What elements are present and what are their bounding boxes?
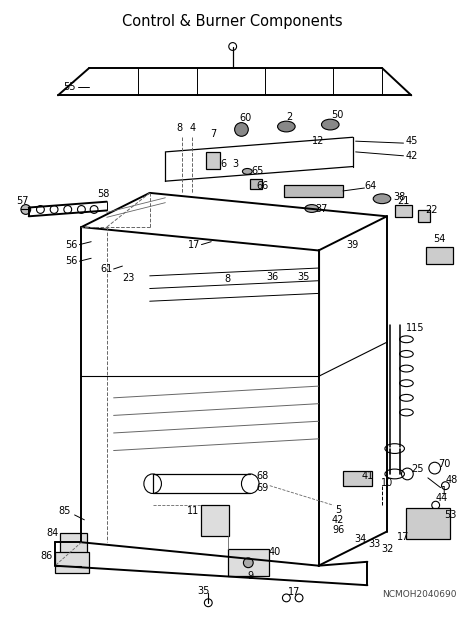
Text: 84: 84 [46, 528, 58, 538]
Text: 58: 58 [97, 189, 109, 199]
Text: 56: 56 [65, 239, 78, 250]
Text: 64: 64 [364, 181, 376, 191]
Bar [60, 533, 87, 554]
Bar [228, 549, 269, 577]
Ellipse shape [321, 119, 339, 130]
Text: 70: 70 [438, 459, 451, 469]
Text: 9: 9 [247, 572, 253, 582]
Ellipse shape [373, 194, 391, 203]
Bar [206, 152, 220, 169]
Text: 68: 68 [257, 471, 269, 481]
Bar [250, 179, 262, 189]
Text: 45: 45 [405, 136, 418, 146]
Text: 6: 6 [221, 159, 227, 169]
Text: 23: 23 [122, 273, 135, 283]
Text: 32: 32 [382, 544, 394, 554]
Text: 41: 41 [361, 471, 374, 481]
Text: 10: 10 [381, 478, 393, 488]
Text: 36: 36 [266, 272, 279, 282]
Text: 56: 56 [65, 256, 78, 266]
Text: 8: 8 [176, 123, 182, 133]
Text: 8: 8 [225, 274, 231, 284]
Text: 39: 39 [346, 239, 359, 250]
Circle shape [21, 205, 31, 215]
Bar [343, 471, 372, 485]
Text: 53: 53 [444, 510, 456, 520]
Text: 50: 50 [331, 110, 343, 120]
Text: Control & Burner Components: Control & Burner Components [122, 14, 343, 29]
Text: 40: 40 [269, 547, 281, 557]
Text: 3: 3 [233, 159, 239, 169]
Text: 86: 86 [40, 551, 53, 561]
Text: 38: 38 [393, 192, 406, 202]
Text: 22: 22 [426, 205, 438, 216]
Ellipse shape [305, 205, 319, 213]
Bar [284, 185, 343, 197]
Text: 7: 7 [210, 130, 216, 140]
Text: 37: 37 [315, 203, 328, 213]
Text: 5: 5 [335, 505, 341, 515]
Circle shape [244, 558, 253, 568]
Bar [418, 210, 430, 222]
Text: 85: 85 [59, 506, 71, 516]
Text: 21: 21 [397, 196, 410, 206]
Bar [55, 552, 89, 574]
Text: 115: 115 [406, 322, 424, 332]
Text: 42: 42 [405, 151, 418, 161]
Text: 69: 69 [257, 482, 269, 493]
Text: 17: 17 [288, 587, 301, 597]
Text: 17: 17 [189, 239, 201, 250]
Text: 4: 4 [190, 123, 196, 133]
Text: 55: 55 [64, 82, 76, 92]
Text: 12: 12 [312, 136, 325, 146]
Text: 96: 96 [332, 525, 344, 534]
Text: 33: 33 [368, 539, 380, 549]
Text: 2: 2 [286, 112, 292, 122]
Bar [395, 205, 412, 217]
Ellipse shape [278, 121, 295, 132]
Text: 66: 66 [257, 181, 269, 191]
Text: 60: 60 [239, 113, 252, 123]
Bar [406, 508, 450, 539]
Text: NCMOH2040690: NCMOH2040690 [382, 590, 456, 600]
Text: 35: 35 [197, 586, 210, 596]
Circle shape [235, 123, 248, 136]
Bar [426, 247, 453, 264]
Text: 17: 17 [397, 533, 410, 542]
Text: 54: 54 [433, 234, 446, 244]
Text: 48: 48 [445, 475, 457, 485]
Text: 61: 61 [100, 264, 113, 274]
Text: 35: 35 [298, 272, 310, 282]
Text: 34: 34 [355, 534, 367, 544]
Text: 42: 42 [332, 515, 344, 525]
Text: 25: 25 [411, 464, 423, 474]
Text: 1: 1 [441, 485, 447, 495]
Text: 44: 44 [436, 494, 447, 503]
Text: 65: 65 [251, 166, 263, 177]
Text: 11: 11 [187, 506, 199, 516]
Ellipse shape [242, 169, 252, 174]
Text: 57: 57 [17, 196, 29, 206]
Bar [201, 505, 229, 536]
